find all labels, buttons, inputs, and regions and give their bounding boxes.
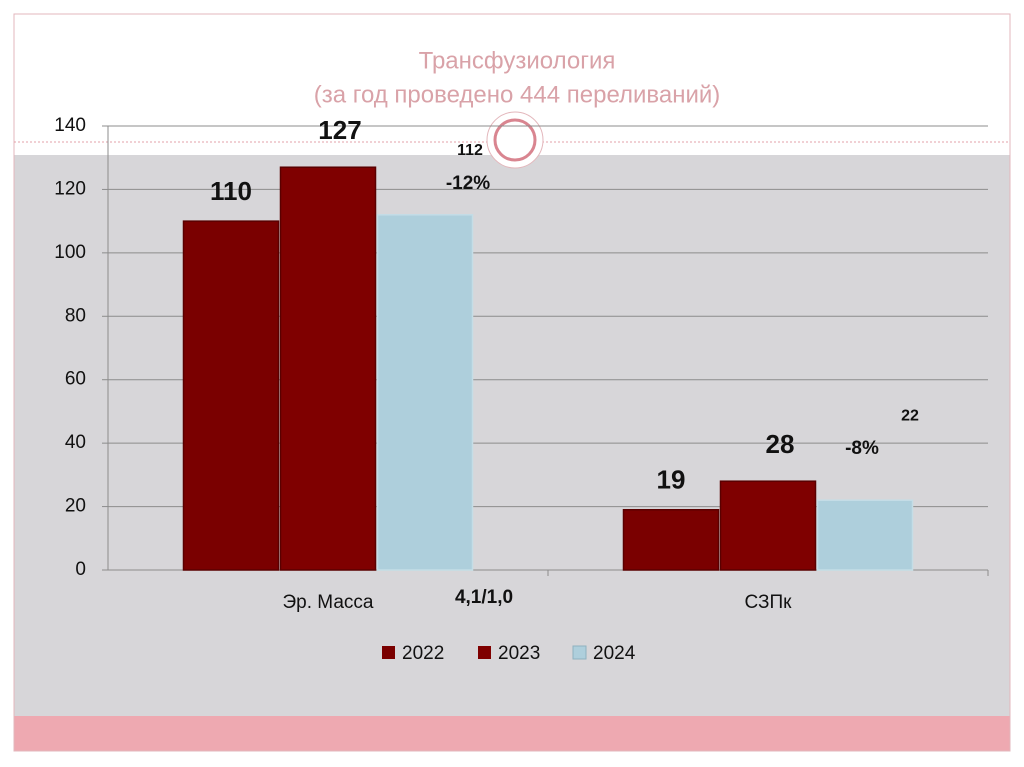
bar <box>622 508 720 571</box>
y-tick-label: 120 <box>54 178 86 199</box>
bar <box>719 480 817 571</box>
y-tick-label: 20 <box>65 496 86 517</box>
data-label: 127 <box>318 115 361 145</box>
chart-title: Трансфузиология <box>419 47 616 74</box>
data-label: 28 <box>766 429 795 459</box>
bar <box>816 499 914 571</box>
y-tick-label: 100 <box>54 242 86 263</box>
data-label: 112 <box>457 142 483 159</box>
x-tick-label: СЗПк <box>745 592 793 613</box>
ornament-inner <box>493 118 537 162</box>
content-panel <box>14 155 1010 717</box>
legend-swatch <box>572 645 587 660</box>
legend-swatch <box>478 646 491 659</box>
footer-band <box>14 716 1010 751</box>
x-tick-label: Эр. Масса <box>283 592 374 613</box>
legend-label: 2022 <box>402 643 444 664</box>
y-tick-label: 80 <box>65 305 86 326</box>
data-label: 19 <box>657 465 686 495</box>
y-tick-label: 0 <box>75 559 86 580</box>
data-label: 22 <box>901 407 919 424</box>
annotation: -12% <box>446 173 490 194</box>
data-label: 110 <box>210 176 252 206</box>
annotation: -8% <box>845 438 879 459</box>
legend-label: 2024 <box>593 643 636 664</box>
legend-label: 2023 <box>498 643 540 664</box>
chart-subtitle: (за год проведено 444 переливаний) <box>314 81 721 108</box>
bar <box>182 220 280 571</box>
y-tick-label: 40 <box>65 432 86 453</box>
bar <box>279 166 377 571</box>
annotation: 4,1/1,0 <box>455 587 513 608</box>
y-tick-label: 60 <box>65 369 86 390</box>
y-tick-label: 140 <box>54 115 86 136</box>
slide-border <box>13 13 1011 752</box>
legend-swatch <box>382 646 395 659</box>
bar <box>376 214 474 571</box>
